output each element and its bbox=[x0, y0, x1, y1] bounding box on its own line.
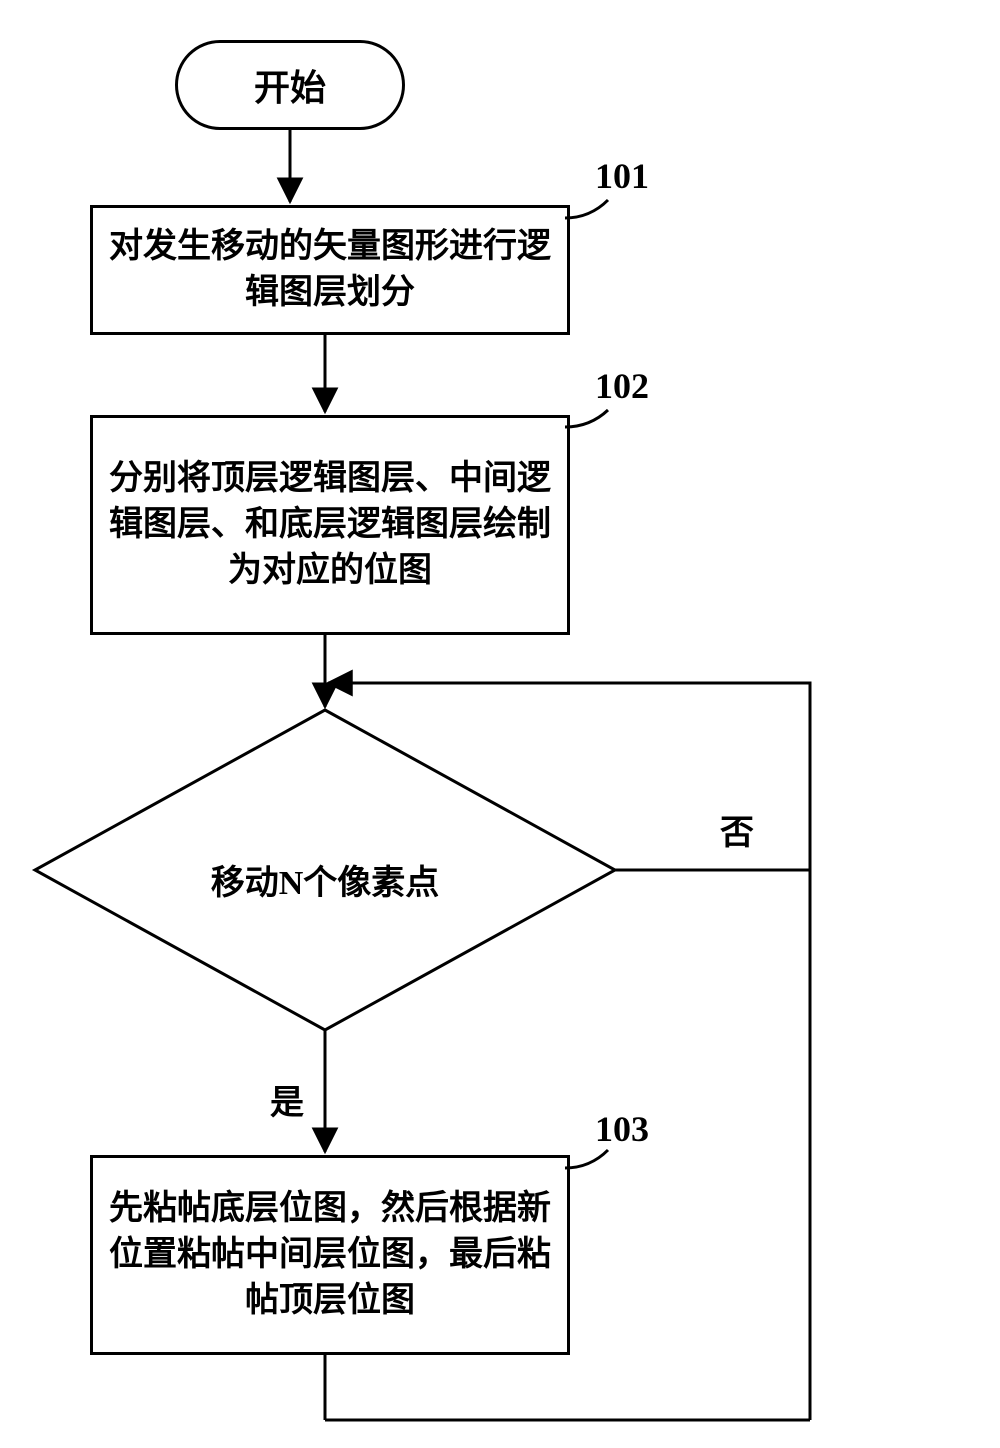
process-step3: 先粘帖底层位图，然后根据新位置粘帖中间层位图，最后粘帖顶层位图 bbox=[90, 1155, 570, 1355]
process-step2: 分别将顶层逻辑图层、中间逻辑图层、和底层逻辑图层绘制为对应的位图 bbox=[90, 415, 570, 635]
edge-label-no: 否 bbox=[720, 805, 754, 854]
edge-label-yes: 是 bbox=[270, 1075, 304, 1124]
step3-text: 先粘帖底层位图，然后根据新位置粘帖中间层位图，最后粘帖顶层位图 bbox=[107, 1186, 553, 1324]
ref-102: 102 bbox=[595, 365, 649, 407]
decision-text: 移动N个像素点 bbox=[35, 855, 615, 904]
ref-101: 101 bbox=[595, 155, 649, 197]
start-text: 开始 bbox=[254, 59, 326, 111]
step2-text: 分别将顶层逻辑图层、中间逻辑图层、和底层逻辑图层绘制为对应的位图 bbox=[107, 456, 553, 594]
ref-103: 103 bbox=[595, 1108, 649, 1150]
flowchart-canvas: 开始 对发生移动的矢量图形进行逻辑图层划分 分别将顶层逻辑图层、中间逻辑图层、和… bbox=[0, 0, 1000, 1448]
start-node: 开始 bbox=[175, 40, 405, 130]
process-step1: 对发生移动的矢量图形进行逻辑图层划分 bbox=[90, 205, 570, 335]
decision-node: 移动N个像素点 bbox=[35, 710, 615, 1030]
step1-text: 对发生移动的矢量图形进行逻辑图层划分 bbox=[107, 224, 553, 316]
